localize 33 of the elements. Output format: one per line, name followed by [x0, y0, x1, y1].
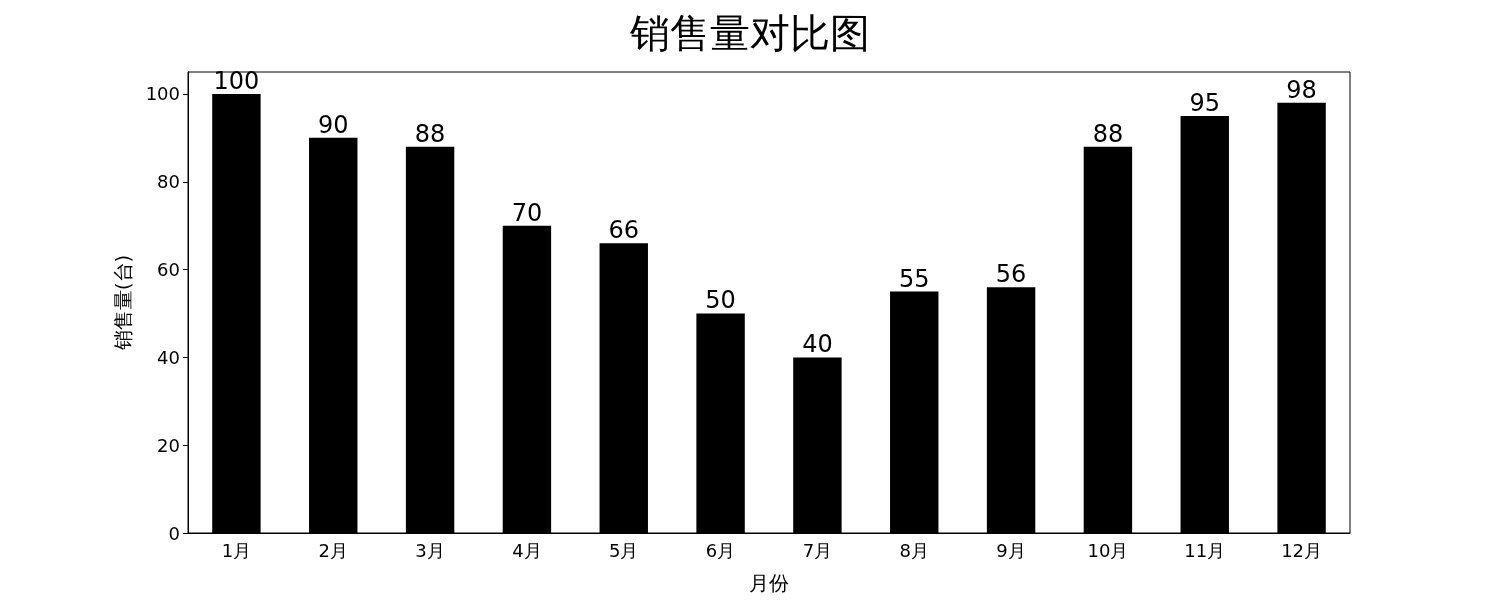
- x-tick-label: 1月: [221, 539, 252, 561]
- data-label: 95: [1189, 88, 1221, 117]
- x-tick-label: 9月: [996, 539, 1026, 561]
- data-label: 66: [608, 216, 640, 245]
- data-label: 55: [898, 264, 930, 293]
- x-tick-label: 4月: [512, 539, 542, 561]
- x-axis-title: 月份: [749, 571, 789, 595]
- x-tick-label: 10月: [1087, 539, 1129, 561]
- data-label: 88: [414, 119, 446, 148]
- data-label: 56: [995, 260, 1027, 289]
- x-tick-label: 11月: [1184, 539, 1226, 561]
- y-tick-label: 20: [157, 434, 180, 456]
- y-tick-label: 60: [157, 259, 180, 281]
- x-tick-label: 6月: [705, 539, 736, 561]
- x-tick-label: 8月: [899, 539, 929, 561]
- x-tick-label: 12月: [1281, 539, 1323, 561]
- data-label: 50: [705, 286, 736, 315]
- data-label: 90: [317, 110, 349, 139]
- data-label: 70: [511, 198, 543, 227]
- x-tick-label: 5月: [609, 539, 639, 561]
- y-tick-label: 0: [168, 522, 180, 544]
- y-tick-label: 40: [157, 346, 180, 368]
- data-label: 98: [1286, 75, 1317, 104]
- data-label: 88: [1092, 119, 1124, 148]
- y-tick-label: 80: [157, 171, 180, 193]
- x-tick-label: 3月: [415, 539, 445, 561]
- chart-title: 销售量对比图: [629, 10, 870, 56]
- data-label: 40: [802, 330, 833, 359]
- x-tick-label: 2月: [318, 539, 348, 561]
- data-label: 100: [213, 66, 260, 95]
- y-axis-title: 销售量(台): [111, 254, 135, 352]
- x-tick-label: 7月: [802, 539, 833, 561]
- y-tick-label: 100: [145, 83, 180, 105]
